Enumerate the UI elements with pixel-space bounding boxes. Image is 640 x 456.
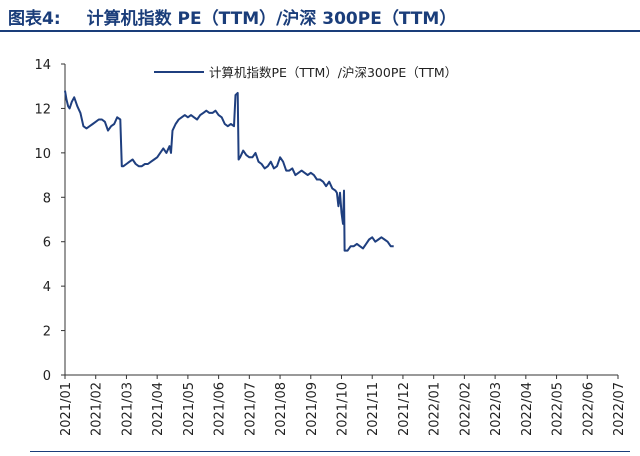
x-tick-label: 2021/04 [151, 382, 166, 436]
x-tick-label: 2022/04 [520, 382, 535, 436]
figure-title: 图表4: 计算机指数 PE（TTM）/沪深 300PE（TTM） [8, 4, 456, 29]
series-line [64, 90, 394, 252]
x-tick-label: 2022/07 [612, 382, 627, 436]
y-tick-label: 0 [43, 369, 51, 384]
x-tick-label: 2021/01 [59, 382, 74, 436]
x-tick-label: 2021/05 [182, 382, 197, 436]
x-tick-label: 2021/08 [274, 382, 289, 436]
x-tick-label: 2022/03 [489, 382, 504, 436]
figure-title-text: 计算机指数 PE（TTM）/沪深 300PE（TTM） [86, 9, 457, 29]
y-tick-label: 6 [43, 236, 51, 251]
y-tick-label: 2 [43, 325, 51, 340]
x-tick-label: 2021/09 [305, 382, 320, 436]
x-tick-label: 2021/06 [213, 382, 228, 436]
x-tick-label: 2022/06 [581, 382, 596, 436]
x-tick-label: 2022/01 [428, 382, 443, 436]
bottom-rule [30, 451, 630, 452]
x-tick-label: 2021/02 [90, 382, 105, 436]
x-tick-label: 2021/10 [336, 382, 351, 436]
y-tick-label: 12 [34, 102, 51, 117]
x-tick-label: 2021/07 [243, 382, 258, 436]
y-tick-label: 8 [43, 191, 51, 206]
title-rule [0, 30, 640, 32]
legend-label: 计算机指数PE（TTM）/沪深300PE（TTM） [209, 65, 457, 80]
x-tick-label: 2021/11 [366, 382, 381, 436]
y-tick-label: 14 [34, 58, 51, 73]
x-tick-label: 2022/05 [551, 382, 566, 436]
x-tick-label: 2022/02 [458, 382, 473, 436]
y-tick-label: 10 [34, 147, 51, 162]
y-tick-label: 4 [43, 280, 51, 295]
x-tick-label: 2021/12 [397, 382, 412, 436]
x-tick-label: 2021/03 [120, 382, 135, 436]
figure-label: 图表4: [8, 9, 61, 29]
